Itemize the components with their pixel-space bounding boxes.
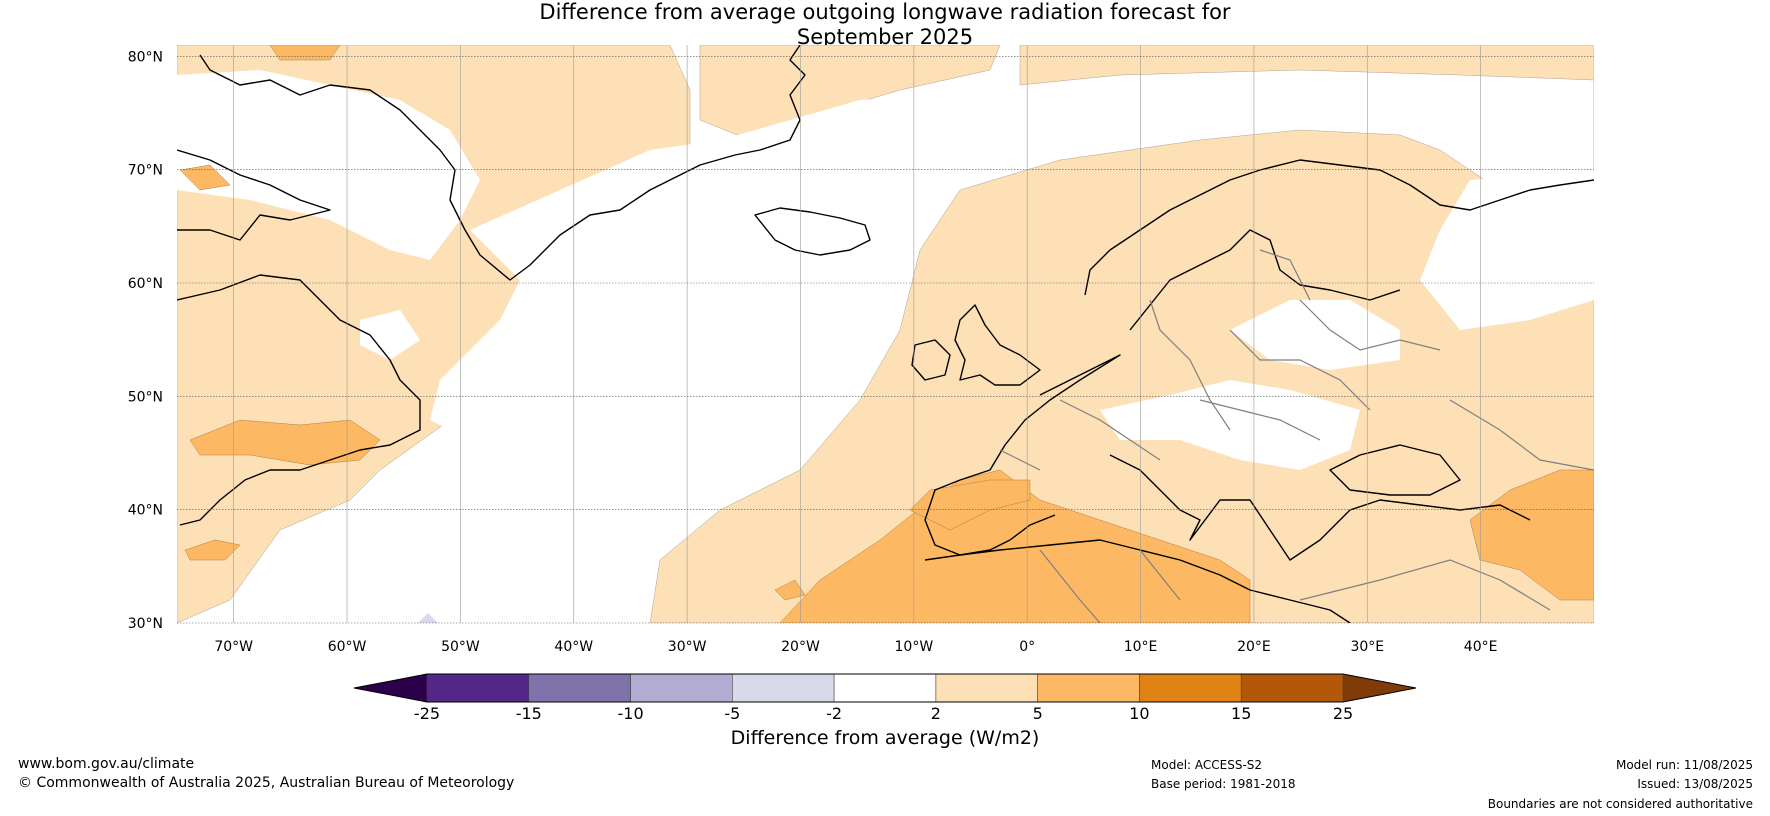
colorbar-tick-label: 5 [1033,704,1043,723]
near-average-labrador-patch [360,310,420,360]
anomaly-2-to-5-region-east [649,45,1594,623]
colorbar-label: Difference from average (W/m2) [730,727,1040,749]
coastline-baffin [177,149,331,241]
latitude-tick-label: 80°N [128,49,163,65]
colorbar-tick-label: 2 [931,704,941,723]
colorbar-tick-label: 15 [1231,704,1251,723]
colorbar-tick-label: -10 [617,704,643,723]
coastline-scandinavia [1084,159,1594,296]
longitude-tick-label: 60°W [328,639,367,655]
colorbar-over-extension [1343,674,1416,702]
longitude-tick-label: 30°W [668,639,707,655]
coastline-black-sea [1329,444,1461,496]
colorbar-outline [353,673,1417,703]
issued-text: Issued: 13/08/2025 [1637,777,1753,791]
colorbar-segment [426,673,530,703]
title-line-1: Difference from average outgoing longwav… [539,0,1231,24]
coastline-british-isles [954,304,1041,386]
colorbar-under-extension [354,674,427,702]
axis-tick-labels: 70°W 60°W 50°W 40°W 30°W 20°W 10°W 0° 10°E 20°E 30… [128,49,1498,655]
anomaly-5-to-10-canary-patch [774,579,806,601]
coastline-sweden-finland [1129,229,1401,331]
chart-title: Difference from average outgoing longwav… [0,0,1770,50]
colorbar-tick-label: -15 [516,704,542,723]
coastlines [177,45,1594,623]
near-average-central-europe [1100,380,1360,470]
website-text: www.bom.gov.au/climate [18,756,195,772]
longitude-tick-label: 10°W [895,639,934,655]
colorbar-segment [630,673,733,703]
anomaly-5-to-10-newfoundland [189,419,381,466]
disclaimer-text: Boundaries are not considered authoritat… [1487,797,1753,811]
longitude-tick-label: 50°W [441,639,480,655]
latitude-tick-label: 30°N [128,616,163,632]
colorbar-segment [1037,673,1140,703]
model-text: Model: ACCESS-S2 [1151,758,1263,772]
colorbar-segment [1240,673,1344,703]
near-average-north-atlantic [430,95,930,623]
coastline-greenland-west [199,54,331,96]
longitude-tick-label: 10°E [1124,639,1158,655]
latitude-tick-label: 50°N [128,389,163,405]
anomaly-5-to-10-arctic-patch [269,45,341,61]
colorbar-segment [732,673,835,703]
country-borders [999,249,1594,623]
colorbar-tick-label: -25 [414,704,440,723]
latitude-tick-label: 60°N [128,276,163,292]
longitude-tick-label: 70°W [214,639,253,655]
colorbar-tick-label: 25 [1333,704,1353,723]
copyright-text: © Commonwealth of Australia 2025, Austra… [18,775,515,791]
longitude-tick-label: 20°W [781,639,820,655]
coastline-ireland [911,339,951,381]
longitude-tick-label: 40°W [554,639,593,655]
colorbar-segment [935,673,1038,703]
coastline-greenland [329,45,806,281]
coastline-italy-balkans [1109,454,1531,561]
colorbar-segment [528,673,631,703]
near-average-east-north [1420,170,1594,330]
longitude-tick-label: 30°E [1350,639,1384,655]
near-average-baltic [1230,300,1400,370]
model-run-text: Model run: 11/08/2025 [1615,758,1753,772]
anomaly-5-to-10-baffin-patch [179,164,231,191]
anomaly-5-to-10-north-africa [779,469,1251,623]
colorbar-segment [1139,673,1242,703]
colorbar-tick-label: -2 [826,704,842,723]
border-lines [999,249,1594,623]
latitude-tick-label: 70°N [128,163,163,179]
longitude-tick-label: 0° [1019,639,1035,655]
colorbar-tick-label: 10 [1129,704,1149,723]
anomaly-neg2-to-neg5-patch [418,613,438,623]
coastline-iceland [754,207,871,256]
longitude-tick-label: 40°E [1464,639,1498,655]
anomaly-fields [177,45,1594,623]
coastline-western-europe [924,354,1121,556]
longitude-tick-label: 20°E [1237,639,1271,655]
colorbar: -25 -15 -10 -5 -2 2 5 10 15 25 [353,673,1417,723]
latitude-tick-label: 40°N [128,503,163,519]
anomaly-2-to-5-region-north [1019,45,1594,86]
coastline-labrador [177,274,421,526]
anomaly-5-to-10-middle-east [1469,469,1594,601]
base-period-text: Base period: 1981-2018 [1151,777,1296,791]
colorbar-tick-label: -5 [724,704,740,723]
colorbar-segment [833,673,937,703]
anomaly-5-to-10-atlantic-patch [184,539,241,561]
coastline-north-africa [924,539,1351,623]
graticule [177,45,1594,624]
near-average-greenland-interior [177,70,480,260]
